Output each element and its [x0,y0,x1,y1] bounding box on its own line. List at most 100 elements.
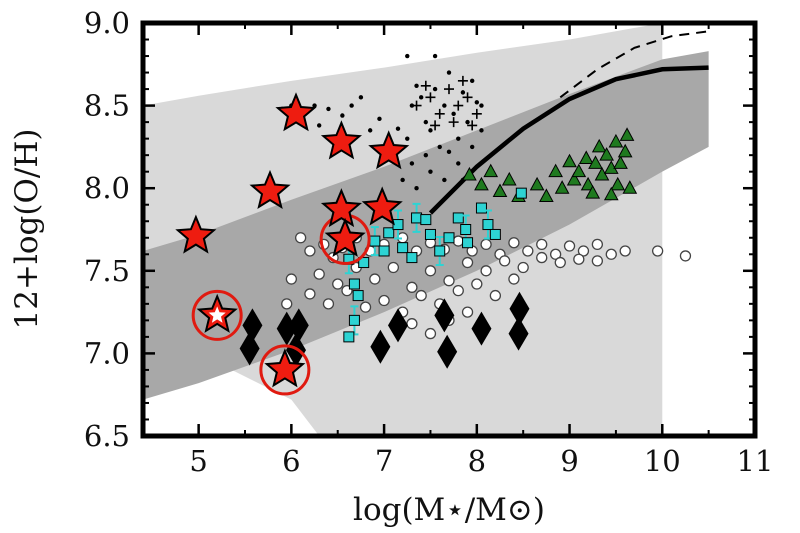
open-circle-point [489,289,502,302]
triangle-point [610,176,626,191]
square-point [392,219,404,231]
square-point [452,212,464,224]
model-curve-dashed [559,30,709,99]
band-inner [143,51,709,400]
open-circle-point [508,237,520,249]
diamond-point [288,308,309,343]
triangle-point [622,180,638,194]
dot-point [451,111,456,117]
open-circle-point [387,261,400,274]
dot-point [414,83,419,88]
y-tick-label: 8.0 [84,171,130,205]
triangle-point [591,138,607,153]
square-point [434,245,446,257]
open-circle-point [406,281,418,293]
square-point [352,290,364,302]
triangle-point [594,166,610,181]
triangle-point [599,147,614,161]
square-point [460,224,472,235]
triangle-point [571,163,587,178]
dot-point [340,113,345,118]
triangle-point [566,171,582,186]
x-tick-label: 7 [375,444,393,478]
dot-point [428,169,433,174]
highlight-circle [259,344,311,396]
square-point [397,242,409,254]
cross-point [420,80,431,91]
square-point [348,314,360,326]
open-circle-point [359,301,372,313]
diamond-point [437,334,458,369]
y-tick-label: 7.0 [84,336,130,370]
dot-point [409,161,415,166]
star-inner-white [208,306,226,323]
cross-point [425,92,436,103]
dot-point [469,144,475,150]
square-point [348,278,360,290]
open-circle-point [536,238,548,251]
x-tick-label: 5 [189,444,207,478]
x-tick-label: 11 [737,444,774,478]
y-axis-title: 12+log(O/H) [9,129,45,330]
square-point [515,187,527,199]
dot-point [456,161,461,166]
diamond-point [276,311,297,346]
diamond-point [242,308,263,343]
dot-point [423,119,429,125]
square-point [475,202,487,214]
star-point [320,120,362,160]
dot-point [432,86,438,92]
open-circle-point [443,275,455,287]
triangle-point [501,171,517,186]
diamond-point [239,331,260,366]
dot-point [405,53,410,59]
open-circle-point [471,278,483,290]
open-circle-point [424,327,437,340]
x-axis-title: log(M⋆/M⊙) [353,492,545,528]
triangle-point [539,188,554,202]
triangle-point [603,186,619,201]
square-point [424,228,436,240]
star-point [264,348,306,388]
open-circle-point [313,268,325,280]
open-circle-point [461,256,474,269]
plot-frame [140,20,758,439]
y-tick-label: 9.0 [84,6,130,40]
open-circle-point [406,318,418,330]
cross-point [453,100,464,111]
triangle-point [483,163,499,178]
triangle-point [619,127,635,141]
open-circle-point [549,248,562,260]
dot-point [428,128,433,133]
triangle-point [613,155,628,169]
triangle-point [608,133,624,148]
dot-point [446,70,452,75]
open-circle-point [536,251,548,264]
star-point [320,188,362,228]
dot-point [377,116,382,122]
cross-point [444,84,454,95]
triangle-point [580,176,596,191]
cross-point [462,92,473,103]
triangle-point [462,166,477,181]
highlight-circle [191,289,243,341]
open-circle-point [369,273,381,285]
square-point [343,331,355,343]
square-point [358,257,370,269]
axis-ticks: 5 6 7 8 9 10 11 6.5 7.0 7.5 8.0 8.5 9.0 [84,6,774,478]
triangle-point [548,163,563,178]
cross-point [471,108,482,119]
dot-point [418,95,424,100]
open-circle-point [281,298,293,310]
diamond-point [509,291,530,326]
triangle-point [554,180,570,194]
triangle-point [474,176,489,191]
open-circle-point [554,256,566,269]
star-point [249,169,291,210]
dot-point [446,149,452,155]
star-point [368,130,410,170]
dot-point [414,186,419,191]
square-point [443,232,455,244]
open-circle-point [461,306,474,318]
dot-point [400,177,405,183]
